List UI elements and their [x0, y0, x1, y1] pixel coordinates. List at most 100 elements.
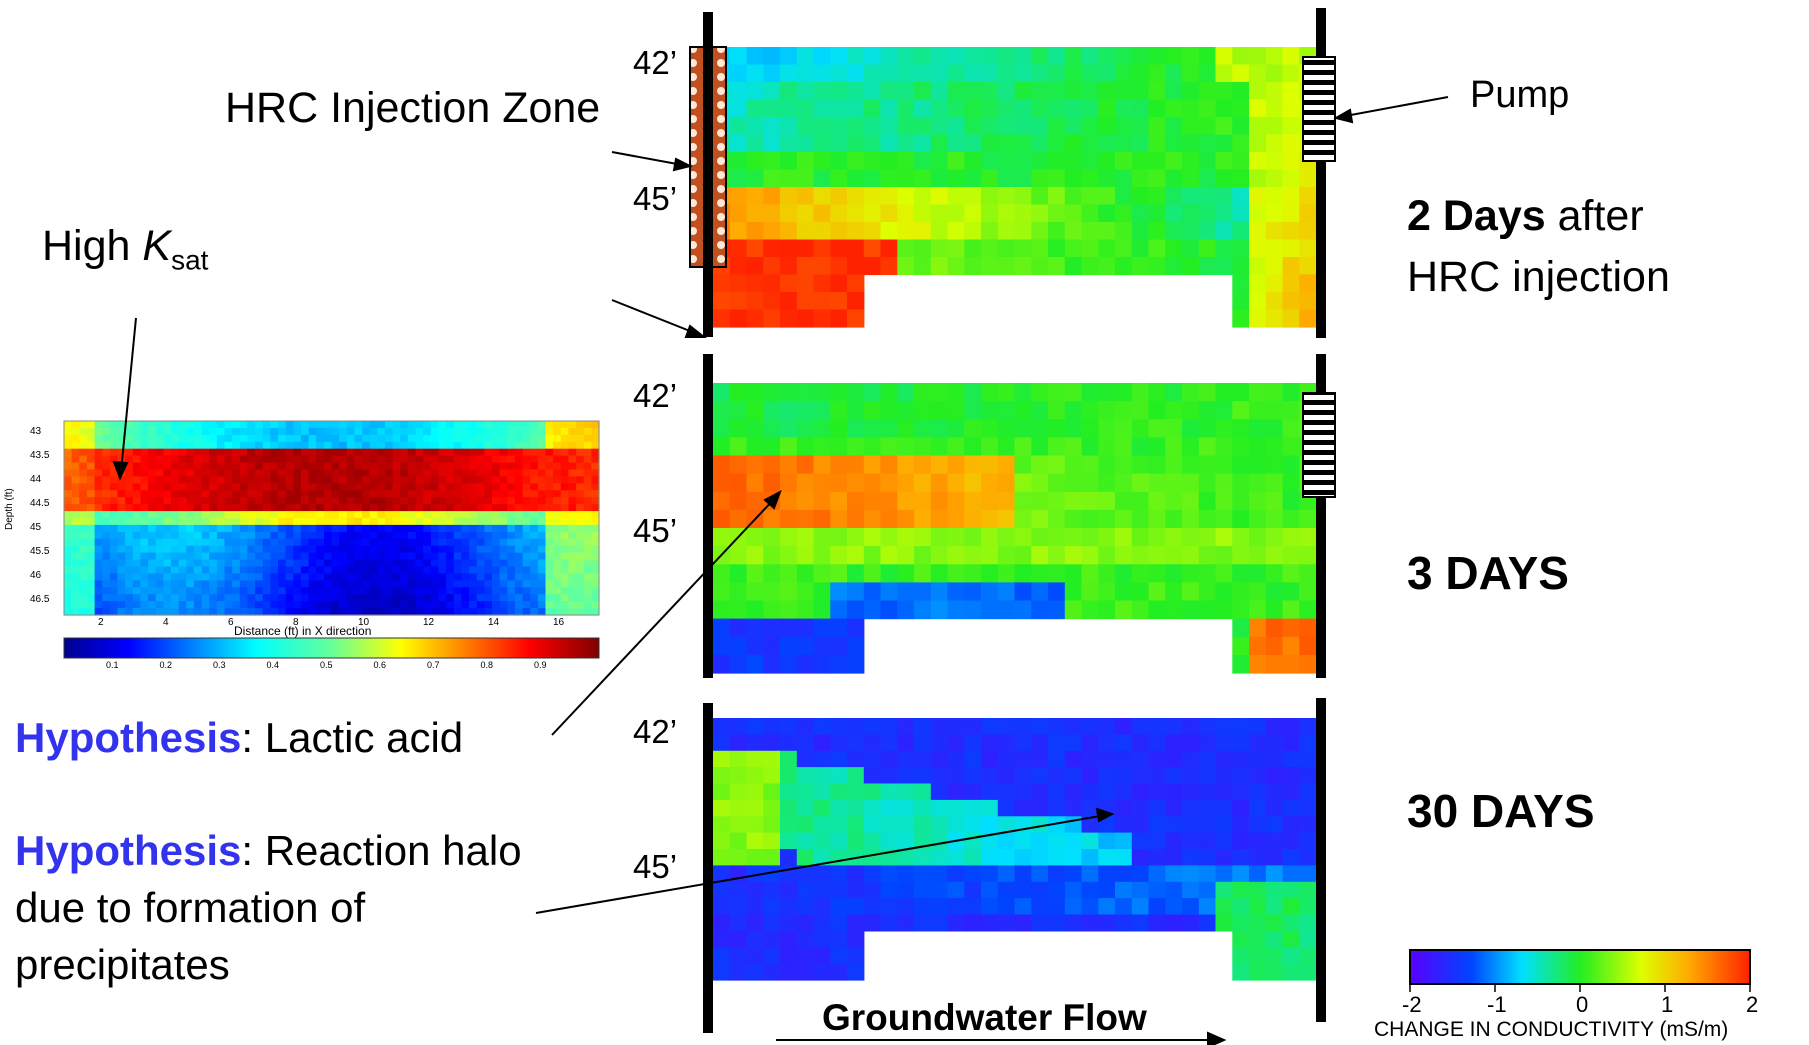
ksat-cell: [148, 594, 157, 602]
panel-cell: [746, 64, 764, 83]
panel-cell: [1198, 734, 1217, 752]
ksat-heatmap: [64, 421, 600, 616]
panel-cell: [847, 82, 865, 101]
ksat-cell: [591, 518, 600, 526]
ksat-cell: [270, 448, 279, 457]
ksat-cell: [522, 545, 531, 554]
ksat-cell: [354, 469, 363, 477]
ksat-cell: [102, 483, 111, 491]
panel-cell: [1299, 849, 1317, 866]
ksat-cell: [576, 587, 585, 595]
ksat-cell: [209, 427, 218, 436]
ksat-cell: [125, 490, 134, 498]
panel-cell: [1198, 383, 1217, 402]
panel-cell: [964, 204, 982, 223]
panel-cell: [947, 734, 965, 752]
ksat-cell: [499, 441, 508, 450]
ksat-cell: [362, 469, 371, 477]
panel-cell: [914, 865, 932, 883]
panel-cell: [1215, 187, 1233, 206]
pump-panel2: [1302, 392, 1336, 498]
panel-cell: [847, 963, 865, 981]
panel-cell: [981, 799, 999, 817]
ksat-cell: [591, 455, 600, 464]
panel-cell: [1031, 257, 1049, 276]
panel-cell: [830, 169, 848, 188]
panel-cell: [930, 47, 949, 66]
panel-cell: [1081, 898, 1099, 916]
panel-cell: [1098, 419, 1116, 438]
panel-cell: [813, 963, 831, 981]
panel-cell: [813, 546, 831, 565]
ksat-cell: [308, 552, 317, 561]
panel-cell: [964, 82, 982, 101]
ksat-cell: [71, 608, 80, 616]
panel-cell: [1299, 292, 1317, 311]
ksat-cell: [178, 476, 187, 484]
panel-cell: [964, 799, 982, 817]
panel-cell: [1131, 865, 1150, 883]
panel-cell: [1148, 437, 1166, 457]
panel-cell: [863, 750, 882, 768]
panel-cell: [1165, 239, 1183, 258]
panel-cell: [1098, 64, 1116, 83]
panel-cell: [1265, 816, 1284, 834]
ksat-cell: [514, 434, 524, 443]
ksat-cell: [255, 421, 264, 429]
panel-cell: [1048, 187, 1066, 206]
ksat-cell: [323, 469, 333, 477]
ksat-cell: [560, 518, 569, 526]
ksat-cell: [278, 483, 287, 491]
ksat-cell: [232, 427, 241, 436]
ksat-cell: [392, 497, 401, 505]
panel-cell: [1265, 528, 1284, 547]
ksat-cell: [148, 427, 157, 436]
ksat-cell: [64, 448, 73, 457]
ksat-cell: [499, 538, 508, 547]
ksat-cell: [507, 566, 516, 574]
panel-cell: [763, 82, 781, 101]
hypothesis-lactic-acid: Hypothesis: Lactic acid: [15, 714, 463, 762]
panel-cell: [1249, 455, 1267, 475]
panel-cell: [930, 419, 949, 438]
ksat-cell: [232, 490, 241, 498]
panel-cell: [1131, 383, 1150, 402]
panel-cell: [1182, 473, 1200, 493]
ksat-cell: [171, 462, 180, 471]
panel-cell: [930, 134, 949, 153]
ksat-cell: [377, 448, 386, 457]
panel-cell: [1165, 99, 1183, 118]
panel-cell: [1182, 99, 1200, 118]
panel-cell: [1014, 582, 1032, 602]
panel-cell: [914, 718, 932, 735]
panel-cell: [813, 152, 831, 171]
ksat-cell: [140, 448, 149, 457]
ksat-cell: [438, 427, 447, 436]
ksat-cell: [117, 427, 126, 436]
panel-cell: [981, 734, 999, 752]
panel-cell: [729, 134, 748, 153]
panel-cell: [1282, 898, 1300, 916]
ksat-cell: [201, 462, 210, 471]
ksat-cell: [499, 469, 508, 477]
panel-cell: [1282, 64, 1300, 83]
ksat-cell: [530, 427, 539, 436]
ksat-cell: [300, 462, 310, 471]
ksat-cell: [476, 518, 485, 526]
panel-cell: [1282, 491, 1300, 511]
panel-cell: [930, 473, 949, 493]
panel-cell: [1282, 117, 1300, 136]
ksat-cell: [262, 531, 271, 540]
ksat-cell: [132, 580, 141, 588]
panel-cell: [813, 636, 831, 656]
panel-cell: [813, 528, 831, 547]
panel-cell: [1165, 767, 1183, 785]
panel-cell: [930, 898, 949, 916]
panel-cell: [1165, 64, 1183, 83]
ksat-cell: [446, 573, 455, 581]
ksat-cell: [522, 455, 531, 464]
ksat-cell: [553, 545, 562, 554]
ksat-cell: [300, 538, 310, 547]
ksat-cell: [392, 434, 401, 443]
ksat-cell: [109, 421, 119, 429]
